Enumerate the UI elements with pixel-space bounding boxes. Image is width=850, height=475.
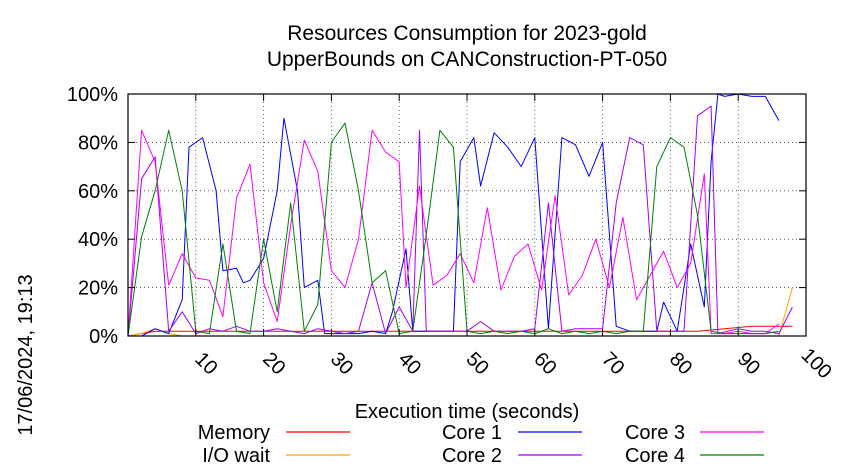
- chart-subtitle: UpperBounds on CANConstruction-PT-050: [267, 48, 667, 71]
- series-line-core-4: [127, 122, 779, 337]
- x-tick-label: 10: [190, 348, 221, 379]
- x-tick-label: 90: [733, 348, 764, 379]
- series-line-core-2: [127, 105, 793, 337]
- series-lines: [127, 93, 793, 337]
- x-axis-label: Execution time (seconds): [355, 401, 580, 423]
- x-tick-label: 50: [462, 348, 493, 379]
- y-tick-label: 60%: [78, 181, 118, 203]
- series-line-i-o-wait: [127, 287, 793, 337]
- x-tick-label: 40: [394, 348, 425, 379]
- legend-label-core-3: Core 3: [625, 422, 685, 444]
- x-tick-label: 60: [529, 348, 560, 379]
- legend-label-core-1: Core 1: [442, 422, 502, 444]
- x-tick-label: 100: [797, 344, 836, 383]
- chart-title: Resources Consumption for 2023-gold: [287, 22, 647, 45]
- y-tick-label: 40%: [78, 229, 118, 251]
- y-tick-label: 100%: [67, 84, 118, 106]
- x-tick-label: 80: [665, 348, 696, 379]
- y-tick-label: 0%: [89, 326, 118, 348]
- legend-label-core-4: Core 4: [625, 445, 685, 467]
- x-tick-label: 30: [326, 348, 357, 379]
- timestamp-label: 17/06/2024, 19:13: [15, 274, 37, 435]
- y-tick-label: 20%: [78, 278, 118, 300]
- axis-ticks: 0% 20% 40% 60% 80% 100% 10 20 30 40 50 60 70 80 90 100: [67, 84, 836, 383]
- series-line-core-3: [127, 129, 780, 337]
- x-tick-label: 20: [258, 348, 289, 379]
- y-tick-label: 80%: [78, 132, 118, 154]
- legend-label-memory: Memory: [198, 422, 270, 444]
- legend-label-i-o-wait: I/O wait: [202, 445, 270, 467]
- series-line-core-1: [128, 93, 780, 337]
- legend-label-core-2: Core 2: [442, 445, 502, 467]
- x-tick-label: 70: [597, 348, 628, 379]
